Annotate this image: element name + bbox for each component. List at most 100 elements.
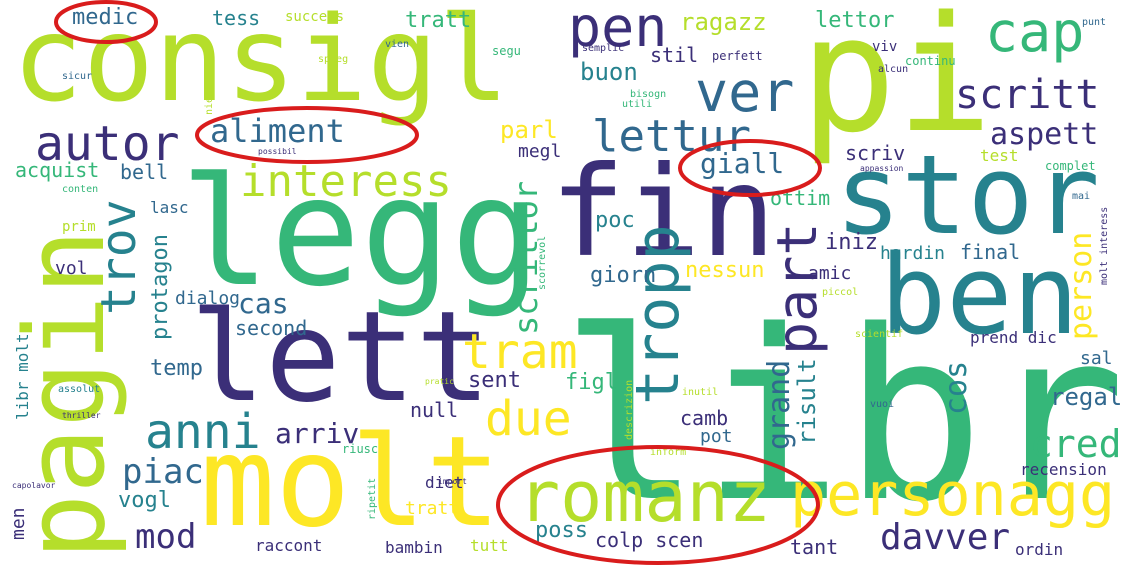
word-molt: molt bbox=[200, 410, 502, 555]
word-sicur: sicur bbox=[62, 71, 93, 82]
word-pi: pi bbox=[800, 0, 993, 168]
word-utili: utili bbox=[622, 99, 653, 110]
word-lasc: lasc bbox=[150, 198, 189, 217]
word-trov: trov bbox=[91, 199, 147, 315]
word-giorn: giorn bbox=[590, 263, 657, 288]
word-success: success bbox=[285, 9, 345, 25]
word-conten: conten bbox=[62, 184, 99, 195]
word-vuoi: vuoi bbox=[870, 399, 895, 410]
word-regal: regal bbox=[1050, 383, 1123, 411]
word-ver: ver bbox=[695, 60, 795, 124]
word-person: person bbox=[1064, 231, 1099, 340]
word-scientif: scientif bbox=[855, 329, 904, 340]
word-davver: davver bbox=[880, 517, 1011, 558]
word-raccont: raccont bbox=[255, 536, 323, 555]
word-vol: vol bbox=[55, 258, 88, 279]
word-tratt: tratt bbox=[405, 8, 472, 33]
word-bambin: bambin bbox=[385, 538, 443, 557]
word-pen: pen bbox=[568, 0, 668, 59]
word-aliment: aliment bbox=[210, 112, 345, 150]
word-viv: viv bbox=[872, 39, 898, 55]
word-prend-dic: prend dic bbox=[970, 328, 1057, 347]
word-scritt: scritt bbox=[955, 72, 1100, 118]
word-scorrevol: scorrevol bbox=[537, 235, 548, 290]
word-part: part bbox=[765, 222, 829, 355]
word-amic: amic bbox=[808, 263, 852, 284]
word-sent: sent bbox=[468, 368, 521, 393]
word-sal: sal bbox=[1080, 348, 1113, 369]
word-continu: continu bbox=[905, 54, 956, 68]
word-molt-interess: molt interess bbox=[1099, 206, 1110, 285]
word-tram: tram bbox=[462, 324, 578, 380]
word-inutil: inutil bbox=[682, 387, 719, 398]
word-iniz: iniz bbox=[825, 230, 878, 255]
word-cos: cos bbox=[939, 360, 974, 415]
word-personagg: personagg bbox=[790, 460, 1116, 530]
word-scriv: scriv bbox=[845, 141, 906, 165]
word-vien: vien bbox=[385, 39, 410, 50]
word-appassion: appassion bbox=[860, 164, 904, 173]
word-punt: punt bbox=[1082, 17, 1107, 28]
word-medic: medic bbox=[72, 5, 139, 30]
word-riusc: riusc bbox=[342, 442, 379, 456]
word-piac: piac bbox=[122, 452, 204, 492]
word-ottim: ottim bbox=[770, 186, 831, 210]
word-second: second bbox=[235, 316, 308, 340]
word-interess: interess bbox=[240, 156, 452, 207]
word-legg: legg bbox=[180, 146, 542, 320]
word-vogl: vogl bbox=[118, 488, 171, 513]
word-nessun: nessun bbox=[685, 258, 765, 283]
word-tropp: tropp bbox=[623, 224, 693, 405]
word-bisogn: bisogn bbox=[630, 89, 667, 100]
word-nient: nient bbox=[204, 84, 215, 115]
word-perfett: perfett bbox=[712, 49, 763, 63]
word-acquist: acquist bbox=[15, 158, 100, 182]
word-spieg: spieg bbox=[318, 54, 349, 65]
word-pot: pot bbox=[700, 426, 733, 447]
word-inform: inform bbox=[650, 447, 687, 458]
word-complet: complet bbox=[1045, 159, 1096, 173]
word-ordin: ordin bbox=[1015, 540, 1064, 559]
word-recension: recension bbox=[1020, 460, 1107, 479]
word-thriller: thriller bbox=[62, 411, 101, 420]
word-alcun: alcun bbox=[878, 64, 909, 75]
word-pratic: pratic bbox=[425, 377, 454, 386]
word-giall: giall bbox=[700, 147, 785, 180]
word-dialog: dialog bbox=[175, 288, 241, 309]
word-figl: figl bbox=[565, 370, 618, 395]
word-cap: cap bbox=[985, 0, 1085, 64]
word-piccol: piccol bbox=[822, 287, 859, 298]
word-colp-scen: colp scen bbox=[595, 528, 704, 552]
word-temp: temp bbox=[150, 356, 203, 381]
word-hardin: hardin bbox=[880, 243, 946, 264]
word-prim: prim bbox=[62, 219, 96, 235]
word-poss: poss bbox=[535, 518, 588, 543]
word-poc: poc bbox=[595, 208, 635, 233]
word-cred: cred bbox=[1030, 422, 1122, 466]
word-test: test bbox=[980, 146, 1019, 165]
word-due: due bbox=[485, 391, 572, 447]
word-protagon: protagon bbox=[148, 234, 173, 340]
word-assolut: assolut bbox=[58, 384, 101, 395]
word-tess: tess bbox=[212, 6, 261, 30]
word-risult: risult bbox=[793, 358, 821, 445]
word-final: final bbox=[960, 240, 1021, 264]
word-tant: tant bbox=[790, 535, 839, 559]
word-mai: mai bbox=[1072, 191, 1091, 202]
word-ripetit: ripetit bbox=[367, 477, 378, 520]
word-segu: segu bbox=[492, 44, 521, 58]
word-men: men bbox=[8, 507, 29, 540]
word-diet: diet bbox=[425, 473, 464, 492]
word-stor: stor bbox=[835, 131, 1100, 259]
word-bell: bell bbox=[120, 160, 169, 184]
word-tratt2: tratt bbox=[405, 498, 460, 519]
word-aspett: aspett bbox=[990, 117, 1099, 152]
word-possibil: possibil bbox=[258, 147, 297, 156]
word-grand: grand bbox=[762, 359, 797, 450]
word-import: import bbox=[438, 477, 467, 486]
word-arriv: arriv bbox=[275, 417, 360, 450]
word-tutt: tutt bbox=[470, 536, 509, 555]
word-autor: autor bbox=[35, 116, 180, 172]
word-cas: cas bbox=[238, 287, 289, 320]
word-megl: megl bbox=[518, 141, 562, 162]
